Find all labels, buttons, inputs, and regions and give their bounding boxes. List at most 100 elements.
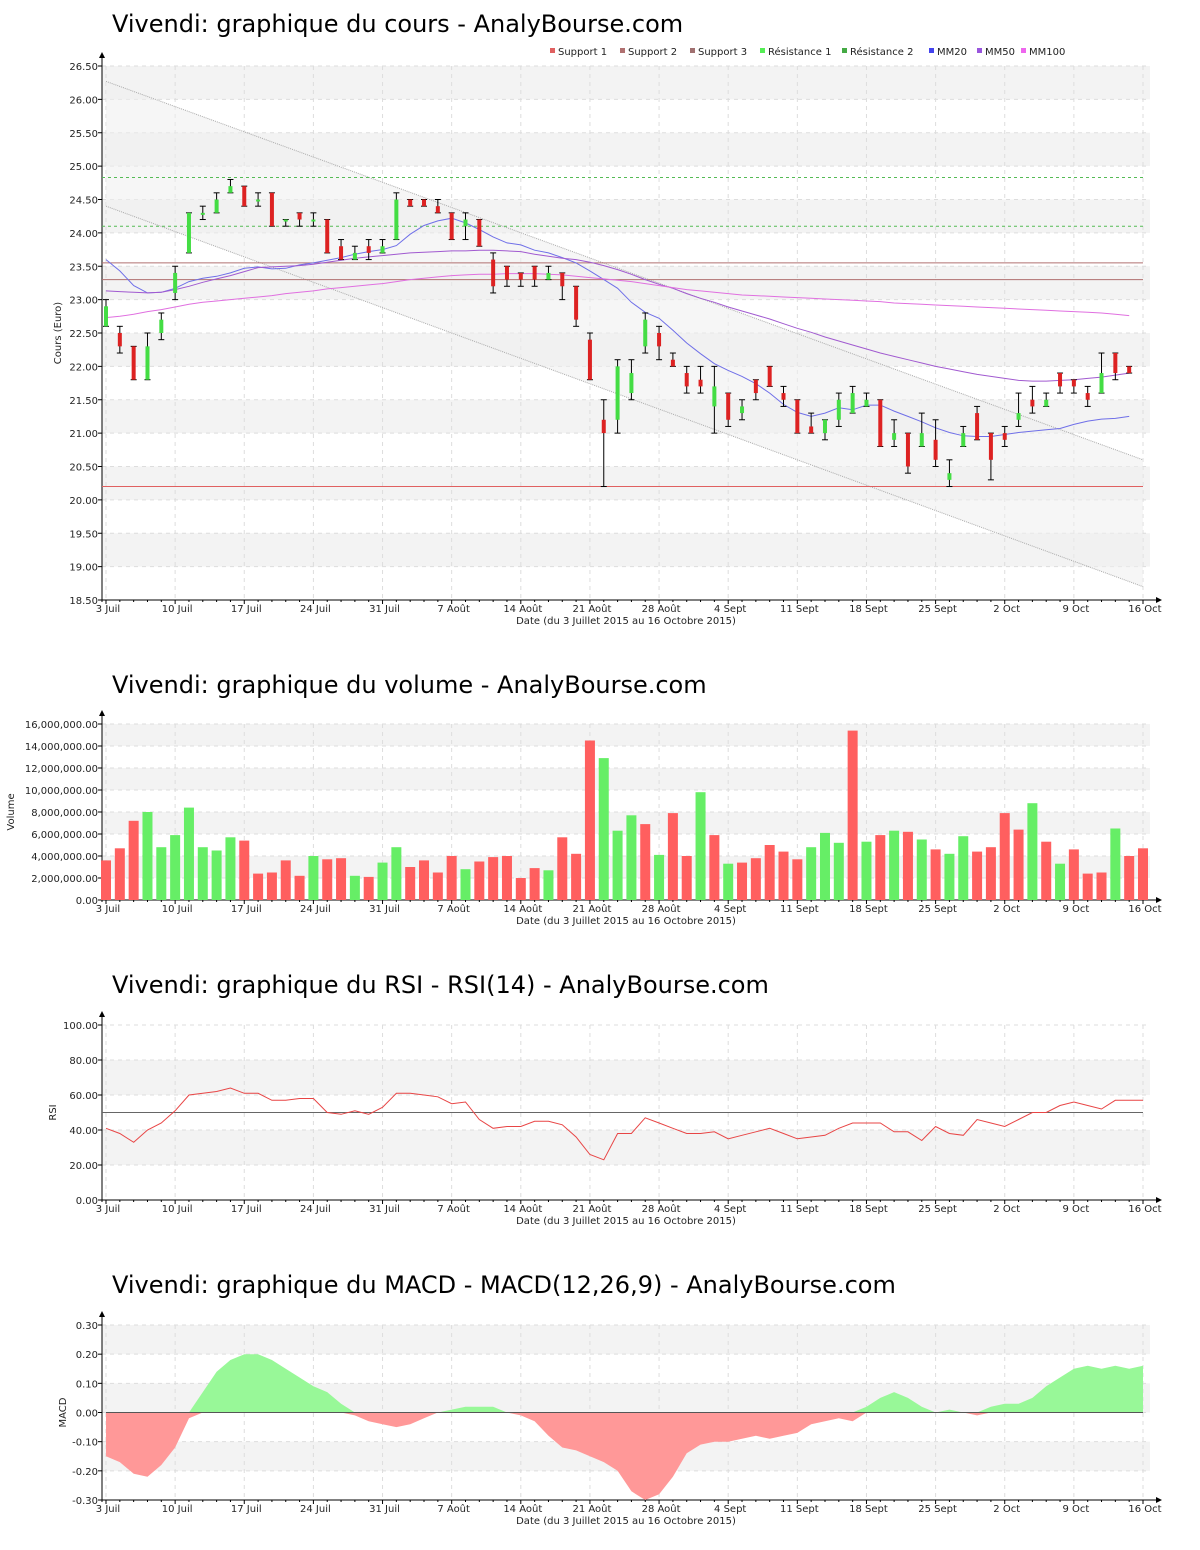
volume-bar [861, 841, 872, 900]
candle-body [449, 212, 454, 240]
volume-bar [598, 758, 609, 900]
y-tick-label: 4,000,000.00 [31, 852, 98, 863]
candle-body [463, 219, 468, 227]
volume-bar [543, 870, 554, 900]
candle-body [1044, 399, 1049, 407]
legend-label: MM100 [1029, 47, 1065, 58]
candle-body [698, 379, 703, 387]
candle-body [726, 393, 731, 420]
macd-negative-area [106, 1412, 1143, 1500]
y-tick-label: 2,000,000.00 [31, 874, 98, 885]
x-tick-label: 25 Sept [918, 1204, 957, 1215]
x-tick-label: 7 Août [437, 903, 470, 915]
volume-bar [197, 847, 208, 900]
x-tick-label: 18 Sept [849, 1204, 888, 1215]
x-tick-label: 28 Août [642, 903, 681, 915]
candle-body [657, 333, 662, 347]
y-tick-label: 0.20 [76, 1350, 98, 1361]
x-tick-label: 16 Oct [1128, 904, 1161, 915]
y-axis-arrow [99, 1311, 105, 1317]
candle-body [975, 413, 980, 440]
y-axis-arrow [99, 710, 105, 716]
x-tick-label: 18 Sept [849, 904, 888, 915]
x-tick-label: 4 Sept [714, 1504, 746, 1515]
volume-bar [640, 824, 651, 900]
x-tick-label: 9 Oct [1062, 1504, 1089, 1515]
legend-swatch [929, 48, 934, 53]
volume-bar [432, 872, 443, 900]
mm20-line [105, 217, 1130, 437]
candle-body [615, 366, 620, 420]
volume-bar [308, 856, 319, 900]
x-tick-label: 28 Août [642, 603, 681, 615]
volume-bar [1110, 828, 1121, 900]
volume-bar [764, 845, 775, 900]
x-tick-label: 2 Oct [993, 904, 1020, 915]
y-tick-label: 24.00 [69, 229, 98, 240]
x-tick-label: 21 Août [572, 903, 611, 915]
volume-bar [737, 862, 748, 900]
macd-chart-title: Vivendi: graphique du MACD - MACD(12,26,… [112, 1271, 896, 1299]
candle-body [380, 246, 385, 253]
y-tick-label: 19.50 [69, 529, 98, 540]
band [102, 856, 1150, 878]
candle-body [477, 219, 482, 247]
rsi-line [105, 1087, 1143, 1161]
candle-body [366, 246, 371, 253]
candle-body [518, 272, 523, 280]
volume-bar [322, 859, 333, 900]
x-tick-label: 10 Juil [162, 904, 193, 915]
y-tick-label: 80.00 [69, 1056, 98, 1067]
x-tick-label: 2 Oct [993, 604, 1020, 615]
x-tick-label: 3 Juil [96, 1504, 120, 1515]
candle-body [1085, 393, 1090, 400]
candle-body [822, 419, 827, 434]
volume-bar [377, 862, 388, 900]
legend-swatch [842, 48, 847, 53]
y-tick-label: 16,000,000.00 [25, 720, 98, 731]
y-tick-label: 40.00 [69, 1126, 98, 1137]
volume-bar [833, 842, 844, 900]
y-tick-label: 22.50 [69, 329, 98, 340]
x-axis-label: Date (du 3 Juillet 2015 au 16 Octobre 20… [516, 916, 736, 927]
legend-label: MM20 [937, 47, 967, 58]
candle-body [339, 246, 344, 260]
volume-bar [1138, 848, 1148, 900]
band [102, 66, 1150, 100]
x-tick-label: 9 Oct [1062, 1204, 1089, 1215]
volume-bar [750, 858, 761, 900]
candle-body [256, 199, 261, 202]
y-tick-label: 22.00 [69, 362, 98, 373]
candle-body [104, 306, 108, 327]
volume-bar [460, 869, 471, 900]
band [102, 1325, 1150, 1355]
x-axis-label: Date (du 3 Juillet 2015 au 16 Octobre 20… [516, 616, 736, 627]
y-axis-arrow [99, 52, 105, 58]
y-tick-label: 0.30 [76, 1321, 98, 1332]
y-tick-label: 23.50 [69, 262, 98, 273]
volume-bar [142, 812, 153, 900]
volume-bar [253, 873, 264, 900]
y-tick-label: -0.30 [72, 1496, 98, 1507]
mm50-line [105, 249, 1130, 382]
x-tick-label: 3 Juil [96, 604, 120, 615]
y-axis-label: Cours (Euro) [53, 302, 64, 365]
y-tick-label: 20.50 [69, 463, 98, 474]
x-tick-label: 16 Oct [1128, 1204, 1161, 1215]
legend-label: Support 1 [558, 47, 607, 58]
volume-bar [1096, 872, 1107, 900]
y-tick-label: 0.00 [76, 1409, 98, 1420]
y-tick-label: 20.00 [69, 496, 98, 507]
x-tick-label: 25 Sept [918, 1504, 957, 1515]
candle-body [422, 199, 427, 207]
band [102, 1130, 1150, 1165]
candle-body [1099, 373, 1104, 394]
band [102, 724, 1150, 746]
candle-body [1058, 373, 1063, 387]
x-tick-label: 18 Sept [849, 604, 888, 615]
candle-body [325, 219, 330, 253]
x-axis-arrow [1156, 597, 1162, 603]
volume-bar [584, 740, 595, 900]
candle-body [781, 393, 786, 400]
y-tick-label: 20.00 [69, 1161, 98, 1172]
